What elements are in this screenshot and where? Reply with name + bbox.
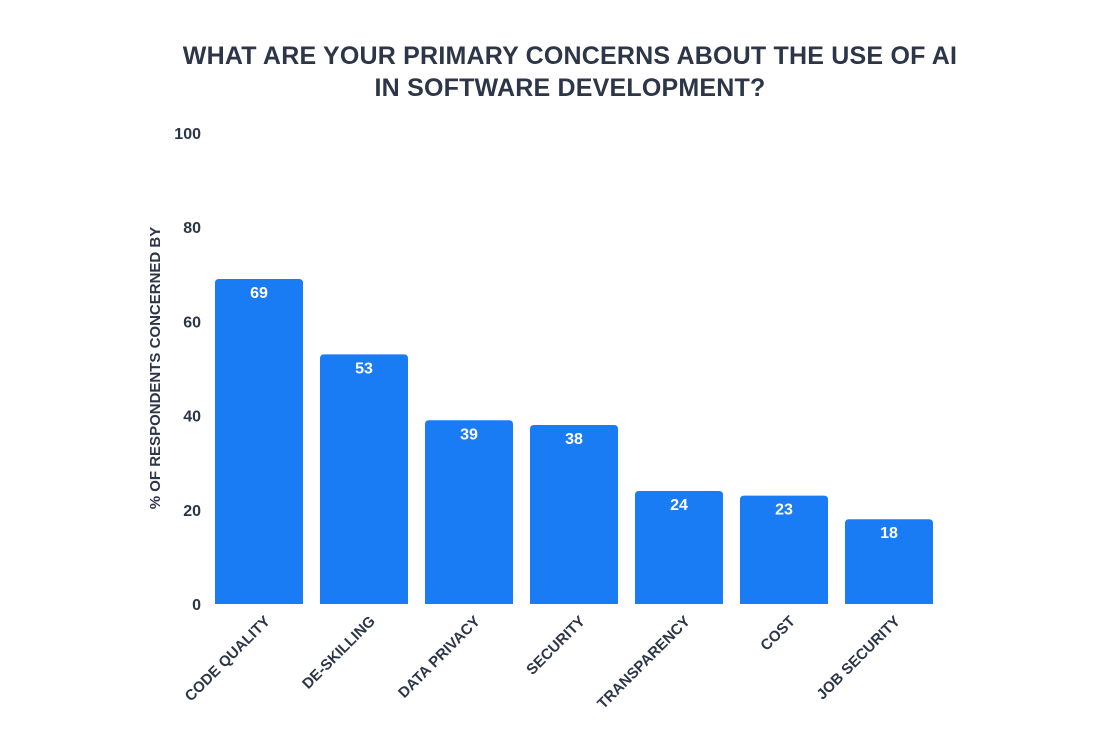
y-tick-label: 80: [183, 220, 201, 237]
bar-value-label: 38: [565, 431, 583, 448]
bar-value-label: 69: [250, 285, 268, 302]
bar: [320, 354, 408, 604]
x-axis: CODE QUALITY DE-SKILLING DATA PRIVACY SECUR…: [182, 613, 904, 713]
y-tick-label: 100: [174, 126, 201, 143]
bar: [215, 279, 303, 604]
x-tick-label: DATA PRIVACY: [395, 613, 484, 702]
y-tick-label: 20: [183, 503, 201, 520]
bar-value-label: 39: [460, 426, 478, 443]
bar: [635, 490, 723, 604]
x-tick-label: JOB SECURITY: [813, 613, 903, 703]
bars: 69 53 39 38 24 23 18: [215, 279, 933, 604]
bar: [425, 420, 513, 604]
x-tick-label: DE-SKILLING: [299, 613, 379, 693]
y-tick-label: 60: [183, 314, 201, 331]
bar: [530, 425, 618, 604]
y-axis-title: % OF RESPONDENTS CONCERNED BY: [147, 227, 164, 510]
chart-title: WHAT ARE YOUR PRIMARY CONCERNS ABOUT THE…: [150, 40, 990, 104]
chart-title-line-2: IN SOFTWARE DEVELOPMENT?: [374, 74, 766, 102]
bar: [740, 495, 828, 604]
bar-value-label: 24: [670, 497, 688, 514]
y-tick-label: 40: [183, 409, 201, 426]
y-axis: 0 20 40 60 80 100: [174, 126, 201, 614]
bar-value-label: 18: [880, 525, 898, 542]
x-tick-label: SECURITY: [523, 613, 589, 679]
chart-title-line-1: WHAT ARE YOUR PRIMARY CONCERNS ABOUT THE…: [182, 42, 958, 70]
bar: [845, 519, 933, 604]
y-tick-label: 0: [192, 597, 201, 614]
x-tick-label: COST: [757, 613, 798, 654]
x-tick-label: TRANSPARENCY: [594, 613, 694, 713]
x-tick-label: CODE QUALITY: [182, 613, 274, 705]
bar-value-label: 23: [775, 502, 793, 519]
bar-value-label: 53: [355, 360, 373, 377]
